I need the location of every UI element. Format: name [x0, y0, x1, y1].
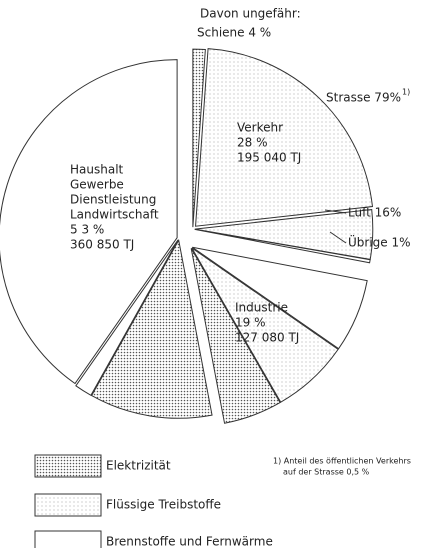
pie-slice	[0, 59, 178, 385]
legend-label: Brennstoffe und Fernwärme	[106, 535, 273, 548]
part-label: Strasse 79%	[326, 91, 401, 105]
part-heading: Davon ungefähr:	[200, 7, 301, 21]
label: Landwirtschaft	[70, 208, 159, 222]
label: 5 3 %	[70, 223, 104, 237]
pie-slice	[191, 247, 339, 403]
pie-slice	[90, 238, 213, 419]
part-label: Luft 16%	[348, 206, 401, 220]
pie-slice	[192, 48, 206, 228]
leader	[329, 231, 347, 244]
label: Dienstleistung	[70, 193, 156, 207]
leader	[324, 209, 347, 214]
legend-label: Elektrizität	[106, 459, 171, 473]
label: Verkehr	[237, 121, 283, 135]
label: 127 080 TJ	[235, 331, 299, 345]
label: 28 %	[237, 136, 268, 150]
pie-slice	[192, 246, 368, 350]
label: Haushalt	[70, 163, 124, 177]
pie	[0, 48, 374, 424]
label: Industrie	[235, 301, 288, 315]
label: 195 040 TJ	[237, 151, 301, 165]
label: 19 %	[235, 316, 266, 330]
legend-swatch	[34, 530, 102, 548]
footnote-ref: 1)	[402, 88, 410, 97]
legend-label: Flüssige Treibstoffe	[106, 498, 221, 512]
pie-slice	[190, 248, 281, 424]
footnote: auf der Strasse 0,5 %	[283, 468, 370, 477]
pie-slice	[194, 228, 371, 264]
part-label: Schiene 4 %	[197, 26, 271, 40]
legend-swatch	[34, 493, 102, 517]
label: 360 850 TJ	[70, 238, 134, 252]
footnote: 1) Anteil des öffentlichen Verkehrs	[273, 457, 411, 466]
pie-slice	[75, 239, 179, 396]
pie-slice	[195, 48, 374, 227]
legend-swatch	[34, 454, 102, 478]
part-label: Übrige 1%	[348, 234, 411, 250]
label: Gewerbe	[70, 178, 124, 192]
